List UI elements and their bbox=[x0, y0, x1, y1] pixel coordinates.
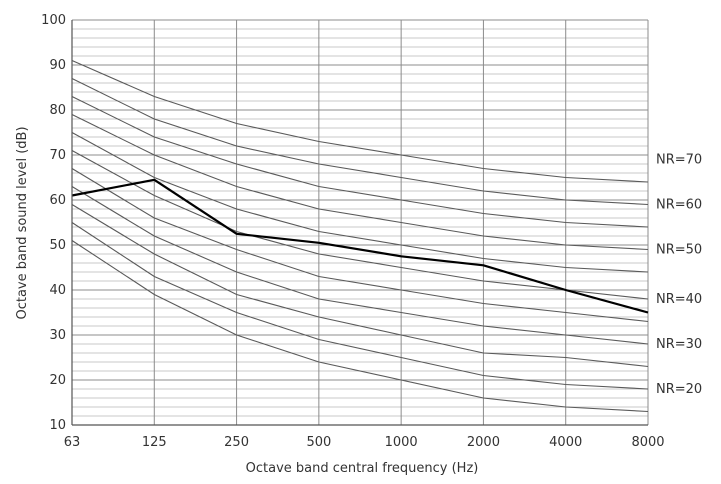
y-tick-label: 60 bbox=[49, 193, 66, 208]
curve-nr-20 bbox=[71, 240, 649, 413]
y-tick-label: 80 bbox=[49, 103, 66, 118]
curve-nr-30 bbox=[71, 204, 649, 368]
curve-label-nr-30: NR=30 bbox=[656, 337, 702, 352]
y-tick-label: 10 bbox=[49, 418, 66, 433]
x-tick-label: 125 bbox=[142, 435, 167, 450]
curve-nr-65 bbox=[71, 78, 649, 206]
curve-nr-50 bbox=[71, 132, 649, 273]
curve-nr-25 bbox=[71, 222, 649, 390]
curve-nr-45 bbox=[71, 150, 649, 300]
y-tick-label: 40 bbox=[49, 283, 66, 298]
y-tick-label: 30 bbox=[49, 328, 66, 343]
y-axis-label: Octave band sound level (dB) bbox=[15, 126, 30, 319]
x-tick-label: 8000 bbox=[631, 435, 664, 450]
curve-nr-35 bbox=[71, 186, 649, 345]
curve-label-nr-40: NR=40 bbox=[656, 292, 702, 307]
x-tick-label: 63 bbox=[64, 435, 81, 450]
x-axis-label: Octave band central frequency (Hz) bbox=[246, 461, 479, 476]
x-tick-label: 250 bbox=[224, 435, 249, 450]
measured-spectrum-line bbox=[71, 178, 649, 314]
y-tick-label: 20 bbox=[49, 373, 66, 388]
x-tick-label: 4000 bbox=[549, 435, 582, 450]
y-tick-label: 100 bbox=[41, 13, 66, 28]
curve-nr-55 bbox=[71, 114, 649, 251]
curve-label-nr-60: NR=60 bbox=[656, 198, 702, 213]
y-tick-label: 90 bbox=[49, 58, 66, 73]
curve-nr-70 bbox=[71, 59, 649, 183]
curve-label-nr-50: NR=50 bbox=[656, 243, 702, 258]
x-tick-label: 1000 bbox=[385, 435, 418, 450]
curve-nr-40 bbox=[71, 168, 649, 323]
y-tick-label: 70 bbox=[49, 148, 66, 163]
curve-nr-60 bbox=[71, 96, 649, 228]
x-tick-label: 500 bbox=[306, 435, 331, 450]
x-tick-label: 2000 bbox=[467, 435, 500, 450]
y-tick-label: 50 bbox=[49, 238, 66, 253]
curve-label-nr-70: NR=70 bbox=[656, 153, 702, 168]
curve-label-nr-20: NR=20 bbox=[656, 382, 702, 397]
